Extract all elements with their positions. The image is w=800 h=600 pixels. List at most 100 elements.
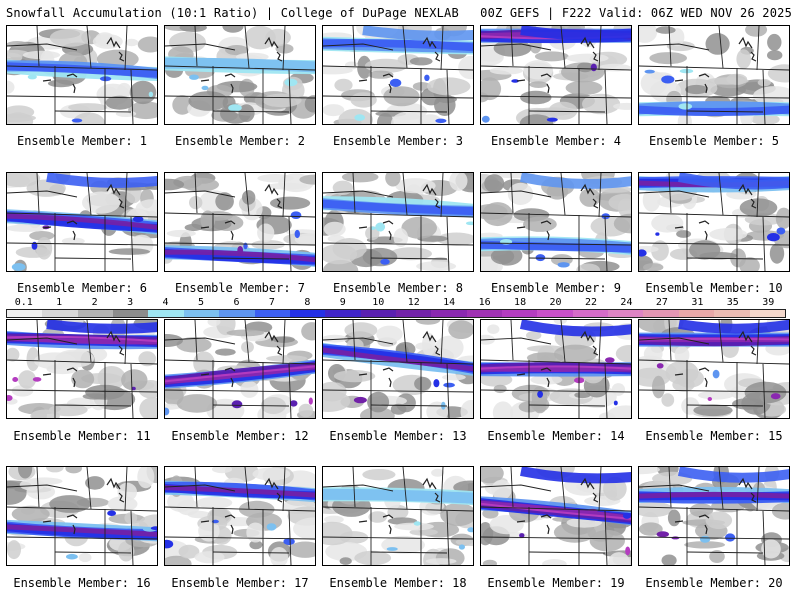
northern-snow-band — [677, 467, 789, 483]
boundary-line — [370, 551, 448, 554]
gray-snow-area — [492, 401, 514, 418]
gray-snow-area — [523, 60, 553, 80]
snowfall-band — [165, 485, 315, 498]
boundary-line — [124, 467, 128, 512]
gray-snow-area — [334, 78, 353, 92]
boundary-line — [323, 95, 473, 99]
snow-spot — [707, 397, 712, 401]
gray-snow-area — [125, 38, 139, 47]
snow-spot — [622, 512, 631, 519]
snow-spot — [386, 547, 398, 551]
snow-spot — [370, 226, 376, 230]
gray-snow-area — [582, 93, 621, 115]
water-outline — [276, 198, 283, 209]
gray-snow-area — [362, 247, 398, 267]
legend-swatch — [749, 310, 785, 317]
boundary-line — [323, 43, 394, 51]
gray-snow-area — [323, 221, 346, 237]
gray-snow-area — [414, 376, 432, 391]
water-outline — [546, 524, 550, 535]
snow-spot — [228, 104, 242, 112]
water-outline — [382, 73, 394, 78]
snowfall-map — [7, 467, 157, 565]
legend-swatch — [537, 310, 573, 317]
gray-snow-area — [551, 254, 573, 266]
ensemble-member-caption: Ensemble Member: 7 — [174, 281, 306, 295]
snow-spot — [150, 526, 157, 531]
gray-snow-area — [198, 520, 220, 542]
northern-snow-band — [678, 320, 789, 334]
gray-snow-area — [489, 66, 523, 75]
water-outline — [738, 477, 753, 490]
boundary-line — [323, 190, 394, 198]
boundary-line — [323, 242, 473, 246]
boundary-line — [323, 389, 473, 393]
water-outline — [546, 83, 550, 94]
run-valid-time: 00Z GEFS | F222 Valid: 06Z WED NOV 26 20… — [480, 6, 792, 20]
political-boundaries — [7, 467, 157, 565]
gray-snow-area — [226, 329, 265, 337]
gray-snow-area — [7, 112, 34, 124]
gray-snow-area — [652, 375, 665, 399]
boundary-line — [598, 173, 602, 218]
snowfall-band — [323, 347, 473, 372]
snow-spot — [655, 232, 660, 236]
boundary-line — [86, 26, 92, 69]
water-outline — [358, 520, 368, 523]
northern-snow-band — [46, 173, 157, 188]
gray-snow-area — [288, 541, 315, 558]
boundary-line — [598, 467, 602, 512]
snow-spot — [354, 114, 365, 121]
gray-snow-area — [48, 403, 88, 417]
gray-snow-area — [7, 347, 20, 362]
boundary-line — [481, 484, 552, 492]
snowfall-band — [165, 57, 315, 73]
boundary-line — [194, 320, 198, 361]
northern-snow-band — [362, 26, 473, 41]
boundary-line — [639, 65, 789, 71]
political-boundaries — [481, 320, 631, 418]
gray-snow-area — [437, 95, 457, 104]
boundary-line — [165, 190, 236, 198]
water-outline — [388, 377, 392, 388]
gray-snow-area — [739, 257, 760, 271]
gray-snow-area — [176, 337, 212, 353]
boundary-line — [446, 510, 450, 565]
snowfall-map — [639, 467, 789, 565]
gray-snow-area — [394, 522, 434, 531]
gray-snow-area — [7, 224, 47, 232]
gray-snow-area — [49, 28, 91, 47]
legend-swatch — [360, 310, 396, 317]
gray-snow-area — [689, 240, 721, 260]
boundary-line — [560, 320, 566, 363]
water-outline — [230, 230, 234, 241]
boundary-line — [288, 363, 292, 418]
snowfall-band — [481, 502, 631, 520]
water-outline — [230, 524, 234, 535]
gray-snow-area — [455, 537, 473, 547]
ensemble-member-caption: Ensemble Member: 15 — [645, 429, 783, 443]
gray-snow-area — [661, 393, 675, 407]
snowfall-map — [165, 467, 315, 565]
water-outline — [264, 36, 279, 49]
ensemble-member-map — [638, 466, 790, 566]
boundary-line — [165, 389, 315, 393]
ensemble-member-caption: Ensemble Member: 6 — [16, 281, 148, 295]
boundary-line — [288, 69, 292, 124]
gray-snow-area — [395, 178, 436, 194]
snow-spot — [243, 242, 248, 250]
gray-snow-area — [553, 344, 598, 364]
boundary-line — [598, 320, 602, 365]
boundary-line — [86, 320, 92, 363]
boundary-line — [244, 467, 250, 510]
gray-snow-area — [436, 232, 473, 246]
ensemble-member-map — [164, 172, 316, 272]
boundary-line — [352, 26, 356, 67]
boundary-line — [282, 320, 286, 365]
gray-snow-area — [613, 102, 631, 110]
boundary-line — [165, 484, 236, 492]
water-outline — [704, 230, 708, 241]
gray-snow-area — [294, 232, 315, 246]
legend-swatch — [219, 310, 255, 317]
boundary-line — [762, 510, 766, 565]
